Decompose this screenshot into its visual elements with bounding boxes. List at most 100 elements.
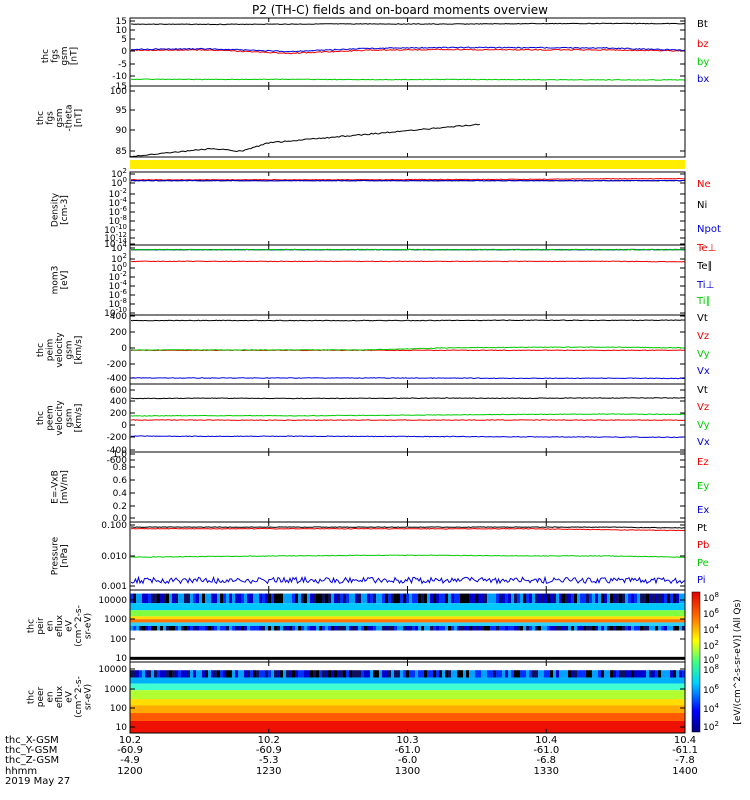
spectrogram-cell xyxy=(322,670,325,678)
colorbar-tick: 106 xyxy=(703,607,719,620)
spectrogram-cell xyxy=(220,593,223,604)
spectrogram-cell xyxy=(367,670,370,678)
spectrogram-cell xyxy=(154,670,157,678)
spectrogram-cell xyxy=(484,670,487,678)
y-axis-label: eflux xyxy=(55,685,65,708)
panel-frame xyxy=(129,171,686,246)
legend-bz: bz xyxy=(697,39,709,50)
spectrogram-cell xyxy=(574,593,577,604)
spectrogram-cell xyxy=(544,626,547,631)
spectrogram-cell xyxy=(349,670,352,678)
spectrogram-cell xyxy=(514,593,517,604)
y-tick-label: 200 xyxy=(110,328,127,338)
spectrogram-band xyxy=(130,610,685,617)
x-row-value: 10.2 xyxy=(258,735,280,746)
spectrogram-cell xyxy=(352,670,355,678)
y-axis-label: thc xyxy=(36,343,46,357)
spectrogram-cell xyxy=(148,626,151,631)
spectrogram-cell xyxy=(274,593,277,604)
spectrogram-cell xyxy=(187,670,190,678)
spectrogram-cell xyxy=(613,593,616,604)
y-axis-label: thc xyxy=(27,690,37,704)
spectrogram-cell xyxy=(496,593,499,604)
x-row-value: 1230 xyxy=(256,766,281,777)
spectrogram-cell xyxy=(343,670,346,678)
y-tick-label: 10-2 xyxy=(109,270,127,283)
y-axis-label: thc xyxy=(36,411,46,425)
spectrogram-cell xyxy=(505,670,508,678)
y-axis-label: peim xyxy=(46,339,56,362)
spectrogram-cell xyxy=(295,593,298,604)
spectrogram-cell xyxy=(139,593,142,604)
spectrogram-cell xyxy=(493,626,496,631)
spectrogram-cell xyxy=(418,670,421,678)
y-tick-label: 100 xyxy=(111,261,127,274)
y-axis-label: gsm xyxy=(65,408,75,427)
spectrogram-cell xyxy=(601,670,604,678)
spectrogram-cell xyxy=(661,626,664,631)
spectrogram-cell xyxy=(322,593,325,604)
y-tick-label: 0 xyxy=(121,421,127,431)
y-tick-label: 90 xyxy=(116,126,128,136)
spectrogram-cell xyxy=(133,626,136,631)
spectrogram-band xyxy=(130,603,685,611)
spectrogram-cell xyxy=(637,593,640,604)
spectrogram-cell xyxy=(256,593,259,604)
spectrogram-cell xyxy=(253,670,256,678)
spectrogram-cell xyxy=(316,670,319,678)
spectrogram-cell xyxy=(325,593,328,604)
spectrogram-cell xyxy=(463,670,466,678)
spectrogram-cell xyxy=(331,670,334,678)
spectrogram-cell xyxy=(256,626,259,631)
spectrogram-cell xyxy=(439,593,442,604)
spectrogram-cell xyxy=(295,670,298,678)
spectrogram-cell xyxy=(619,593,622,604)
spectrogram-cell xyxy=(232,593,235,604)
spectrogram-cell xyxy=(634,626,637,631)
spectrogram-cell xyxy=(343,626,346,631)
y-axis-label: [km/s] xyxy=(74,404,84,433)
y-tick-label: 102 xyxy=(111,252,127,265)
spectrogram-cell xyxy=(382,670,385,678)
colorbar-tick: 108 xyxy=(703,663,719,676)
spectrogram-cell xyxy=(628,670,631,678)
y-axis-label: gsm xyxy=(60,46,70,65)
spectrogram-cell xyxy=(280,593,283,604)
spectrogram-cell xyxy=(571,626,574,631)
spectrogram-cell xyxy=(601,593,604,604)
spectrogram-cell xyxy=(277,626,280,631)
spectrogram-band xyxy=(130,616,685,620)
y-axis-label: mom3 xyxy=(50,266,60,295)
legend-Vx: Vx xyxy=(697,437,710,448)
spectrogram-cell xyxy=(478,593,481,604)
spectrogram-cell xyxy=(355,626,358,631)
spectrogram-cell xyxy=(523,626,526,631)
spectrogram-cell xyxy=(430,626,433,631)
spectrogram-cell xyxy=(592,670,595,678)
panel-frame xyxy=(129,244,686,316)
series-Pe xyxy=(130,554,685,558)
spectrogram-cell xyxy=(400,626,403,631)
spectrogram-cell xyxy=(382,626,385,631)
spectrogram-cell xyxy=(427,593,430,604)
series-Vx xyxy=(131,435,685,439)
spectrogram-cell xyxy=(454,670,457,678)
y-tick-label: 10 xyxy=(116,654,128,664)
spectrogram-cell xyxy=(454,593,457,604)
spectrogram-cell xyxy=(202,593,205,604)
spectrogram-cell xyxy=(511,593,514,604)
spectrogram-cell xyxy=(505,593,508,604)
spectrogram-cell xyxy=(211,593,214,604)
spectrogram-cell xyxy=(244,626,247,631)
spectrogram-band xyxy=(130,705,685,714)
y-tick-label: 0.010 xyxy=(101,552,127,562)
spectrogram-cell xyxy=(499,626,502,631)
spectrogram-cell xyxy=(148,670,151,678)
spectrogram-cell xyxy=(415,670,418,678)
spectrogram-cell xyxy=(301,670,304,678)
spectrogram-cell xyxy=(274,626,277,631)
spectrogram-cell xyxy=(289,670,292,678)
spectrogram-cell xyxy=(283,626,286,631)
spectrogram-cell xyxy=(451,593,454,604)
spectrogram-cell xyxy=(637,670,640,678)
